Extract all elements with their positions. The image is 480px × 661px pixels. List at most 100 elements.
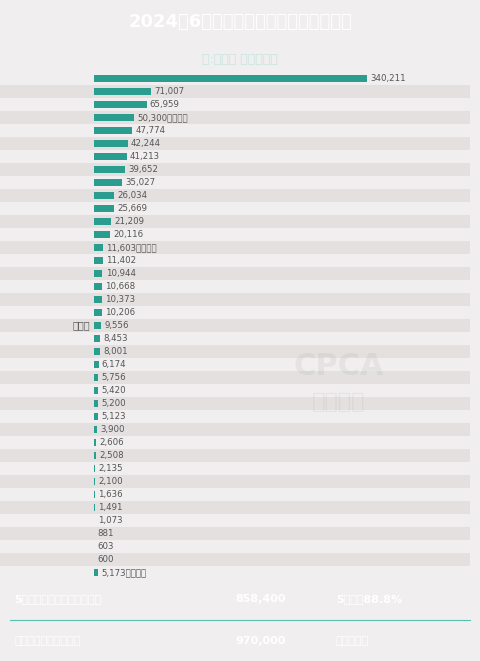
Bar	[94, 127, 132, 134]
Bar	[94, 231, 110, 238]
Bar	[0, 150, 94, 163]
Text: 340,211: 340,211	[370, 74, 406, 83]
Bar	[0, 241, 94, 254]
Text: 2,508: 2,508	[99, 451, 123, 460]
Bar	[0, 267, 94, 280]
Bar	[94, 358, 470, 371]
Text: CPCA: CPCA	[293, 352, 384, 381]
Text: 5,200: 5,200	[101, 399, 126, 408]
Bar	[94, 192, 115, 199]
Text: 8,453: 8,453	[104, 334, 128, 343]
Bar	[0, 163, 94, 176]
Bar	[0, 397, 94, 410]
Bar	[94, 540, 470, 553]
Bar	[94, 202, 470, 215]
Bar	[94, 553, 470, 566]
Bar	[94, 140, 128, 147]
Bar	[94, 345, 470, 358]
Text: 11,402: 11,402	[106, 256, 136, 265]
Bar	[94, 332, 470, 345]
Bar	[94, 163, 470, 176]
Bar	[94, 267, 470, 280]
Bar	[94, 296, 102, 303]
Text: 603: 603	[97, 542, 114, 551]
Text: 1,073: 1,073	[98, 516, 122, 525]
Bar	[94, 283, 102, 290]
Text: 2,135: 2,135	[98, 464, 123, 473]
Bar	[94, 293, 470, 306]
Text: 8,001: 8,001	[103, 347, 128, 356]
Bar	[94, 176, 470, 189]
Text: 65,959: 65,959	[150, 100, 180, 109]
Bar	[94, 111, 470, 124]
Text: 26,034: 26,034	[118, 191, 148, 200]
Bar	[0, 137, 94, 150]
Bar	[94, 241, 470, 254]
Bar	[94, 387, 98, 394]
Text: 比亚迪: 比亚迪	[72, 321, 90, 330]
Bar	[94, 244, 103, 251]
Text: 2,100: 2,100	[98, 477, 123, 486]
Bar	[94, 475, 470, 488]
Bar	[94, 75, 367, 82]
Bar	[94, 569, 98, 576]
Bar	[0, 85, 94, 98]
Text: 20,116: 20,116	[113, 230, 143, 239]
Bar	[0, 215, 94, 228]
Bar	[94, 189, 470, 202]
Bar	[94, 501, 470, 514]
Text: 10,668: 10,668	[106, 282, 135, 291]
Text: 总体狭义乘用车预估：: 总体狭义乘用车预估：	[14, 637, 81, 646]
Bar	[94, 166, 125, 173]
Text: 2,606: 2,606	[99, 438, 123, 447]
Bar	[94, 397, 470, 410]
Text: 50,300（预估）: 50,300（预估）	[137, 113, 188, 122]
Bar	[0, 306, 94, 319]
Text: 5月占比88.8%: 5月占比88.8%	[336, 594, 402, 603]
Bar	[94, 228, 470, 241]
Text: 71,007: 71,007	[154, 87, 184, 96]
Bar	[94, 335, 100, 342]
Text: 5,756: 5,756	[101, 373, 126, 382]
Bar	[94, 449, 470, 462]
Text: 21,209: 21,209	[114, 217, 144, 226]
Bar	[94, 85, 470, 98]
Bar	[0, 384, 94, 397]
Text: 5,123: 5,123	[101, 412, 126, 421]
Bar	[94, 400, 98, 407]
Text: 10,206: 10,206	[105, 308, 135, 317]
Bar	[0, 527, 94, 540]
Text: 858,400: 858,400	[235, 594, 286, 603]
Bar	[0, 488, 94, 501]
Bar	[94, 439, 96, 446]
Bar	[0, 436, 94, 449]
Bar	[94, 114, 134, 121]
Bar	[0, 254, 94, 267]
Text: 600: 600	[97, 555, 114, 564]
Bar	[0, 553, 94, 566]
Bar	[94, 374, 98, 381]
Bar	[0, 319, 94, 332]
Text: 按占比预估: 按占比预估	[336, 637, 369, 646]
Text: 5,173（预估）: 5,173（预估）	[101, 568, 146, 577]
Text: 35,027: 35,027	[125, 178, 155, 187]
Bar	[94, 306, 470, 319]
Bar	[94, 566, 470, 579]
Bar	[94, 371, 470, 384]
Bar	[94, 465, 96, 472]
Bar	[94, 137, 470, 150]
Bar	[0, 475, 94, 488]
Bar	[94, 517, 95, 524]
Bar	[94, 452, 96, 459]
Bar	[0, 124, 94, 137]
Bar	[94, 384, 470, 397]
Bar	[0, 410, 94, 423]
Bar	[94, 205, 114, 212]
Bar	[0, 345, 94, 358]
Bar	[94, 280, 470, 293]
Bar	[0, 280, 94, 293]
Bar	[94, 413, 98, 420]
Bar	[94, 426, 97, 433]
Bar	[0, 514, 94, 527]
Bar	[94, 215, 470, 228]
